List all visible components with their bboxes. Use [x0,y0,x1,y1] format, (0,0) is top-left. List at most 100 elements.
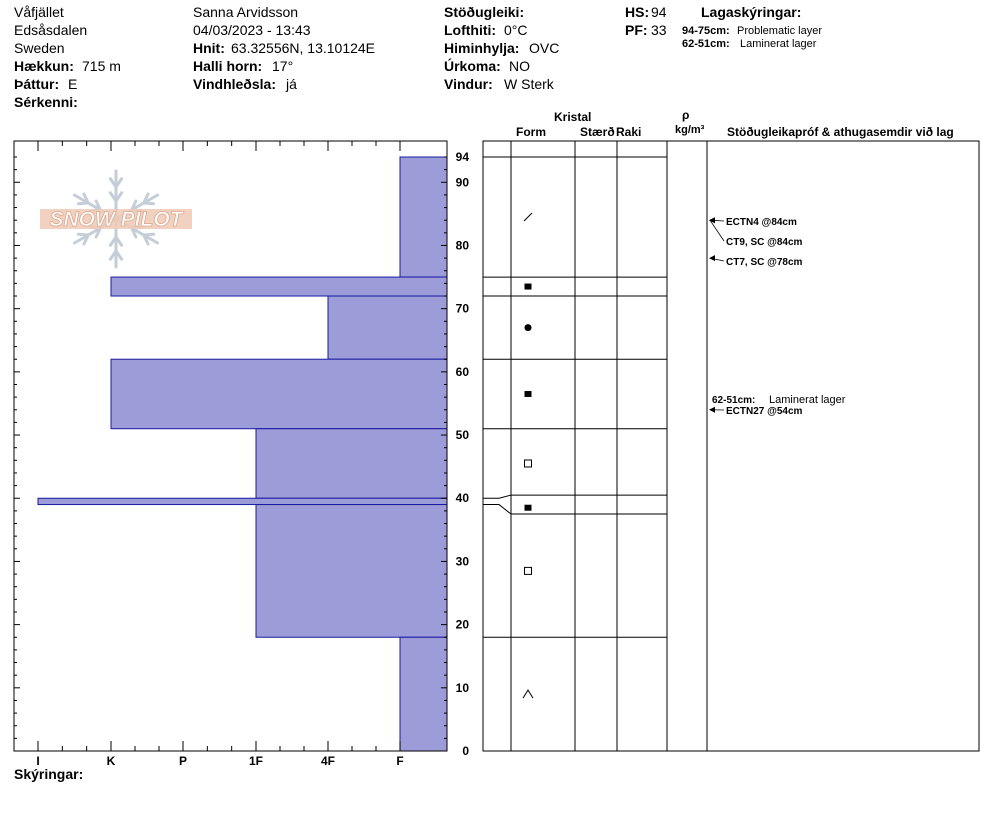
slope-value: 17° [272,58,294,74]
form-header: Form [516,125,546,139]
hardness-bar [37,497,448,506]
flake-branch [108,249,118,261]
observer-name: Sanna Arvidsson [193,4,299,20]
test-arrow-head [709,406,715,413]
hardness-label: F [396,754,403,768]
hardness-bar [110,276,448,297]
test-result: CT9, SC @84cm [726,237,803,248]
flake-branch [142,233,150,246]
layer-notes-label: Lagaskýringar: [701,4,802,20]
location-line2: Edsåsdalen [14,22,88,38]
grain-symbol [522,689,534,699]
hardness-label: 1F [249,754,263,768]
slope-label: Halli horn: [193,58,263,74]
flake-branch [108,235,118,247]
depth-tick-label: 0 [462,744,469,758]
flake-branch [142,192,150,205]
hardness-bar [255,504,448,638]
location-line1: Våfjället [14,4,64,20]
hardness-bar [110,358,448,430]
grain-symbol [524,324,532,332]
coords-label: Hnit: [193,40,225,56]
elevation-value: 715 m [82,58,121,74]
depth-tick-label: 30 [456,554,470,568]
grain-symbol [524,566,532,575]
flake-branch [130,226,138,239]
tests-header: Stöðugleikapróf & athugasemdir við lag [727,125,954,139]
wind-loading-value: já [286,76,297,92]
size-header: Stærð [580,125,615,139]
hs-label: HS: [625,4,650,20]
boundary-connector [483,494,512,499]
air-temp-value: 0°C [504,22,528,38]
flake-branch [76,201,90,206]
layer-table-frame [482,140,980,752]
flake-branch [142,232,156,237]
elevation-label: Hækkun: [14,58,74,74]
grain-symbol [524,283,532,290]
sky-label: Himinhylja: [444,40,520,56]
flake-branch [94,199,102,212]
flake-branch [114,191,124,203]
stability-label: Stöðugleiki: [444,4,525,20]
depth-tick-label: 60 [456,365,470,379]
grain-symbol [523,212,533,222]
depth-tick-label: 40 [456,491,470,505]
pf-value: 33 [651,22,667,38]
wind-value: W Sterk [504,76,554,92]
test-arrow-head [709,217,715,224]
logo-band [40,209,192,229]
flake-branch [108,191,118,203]
depth-tick-label: 90 [456,175,470,189]
hardness-bar [399,156,448,278]
rho-header: ρ [682,108,690,122]
hardness-plot-frame [13,140,448,752]
logo-text: SNOW PILOT [50,208,185,231]
layer-comment-range: 62-51cm: [712,395,755,406]
layer-note-range: 62-51cm: [682,38,730,50]
grain-symbol [524,390,532,397]
test-result: ECTN4 @84cm [726,217,797,228]
location-line3: Sweden [14,40,65,56]
test-result: CT7, SC @78cm [726,257,803,268]
depth-tick-label: 80 [456,238,470,252]
flake-branch [142,201,156,206]
flake-branch [82,233,90,246]
hardness-label: P [179,754,187,768]
depth-tick-label: 70 [456,302,470,316]
layer-note-text: Laminerat lager [740,38,817,50]
depth-tick-label: 10 [456,681,470,695]
observation-datetime: 04/03/2023 - 13:43 [193,22,311,38]
flake-branch [114,177,124,189]
moisture-header: Raki [616,125,642,139]
flake-branch [94,226,102,239]
test-result: ECTN27 @54cm [726,406,803,417]
hardness-label: K [107,754,116,768]
flake-branch [82,192,90,205]
wind-loading-label: Vindhleðsla: [193,76,276,92]
density-unit-header: kg/m³ [675,124,705,136]
precip-label: Úrkoma: [444,58,501,74]
flake-branch [108,177,118,189]
hs-value: 94 [651,4,667,20]
precip-value: NO [509,58,530,74]
wind-label: Vindur: [444,76,493,92]
flake-branch [114,235,124,247]
sky-value: OVC [529,40,560,56]
aspect-label: Þáttur: [14,76,60,92]
grain-symbol [524,459,532,468]
air-temp-label: Lofthiti: [444,22,497,38]
flake-branch [130,199,138,212]
hardness-bar [255,428,448,499]
footer-label: Skýringar: [14,766,84,782]
hardness-bar [399,636,448,752]
snowpilot-logo: SNOW PILOT [40,169,192,269]
hardness-label: 4F [321,754,335,768]
depth-tick-label: 94 [456,150,470,164]
layer-comment-text: Laminerat lager [769,394,846,406]
depth-tick-label: 50 [456,428,470,442]
coords-value: 63.32556N, 13.10124E [231,40,376,56]
flake-branch [76,232,90,237]
flake-branch [114,249,124,261]
